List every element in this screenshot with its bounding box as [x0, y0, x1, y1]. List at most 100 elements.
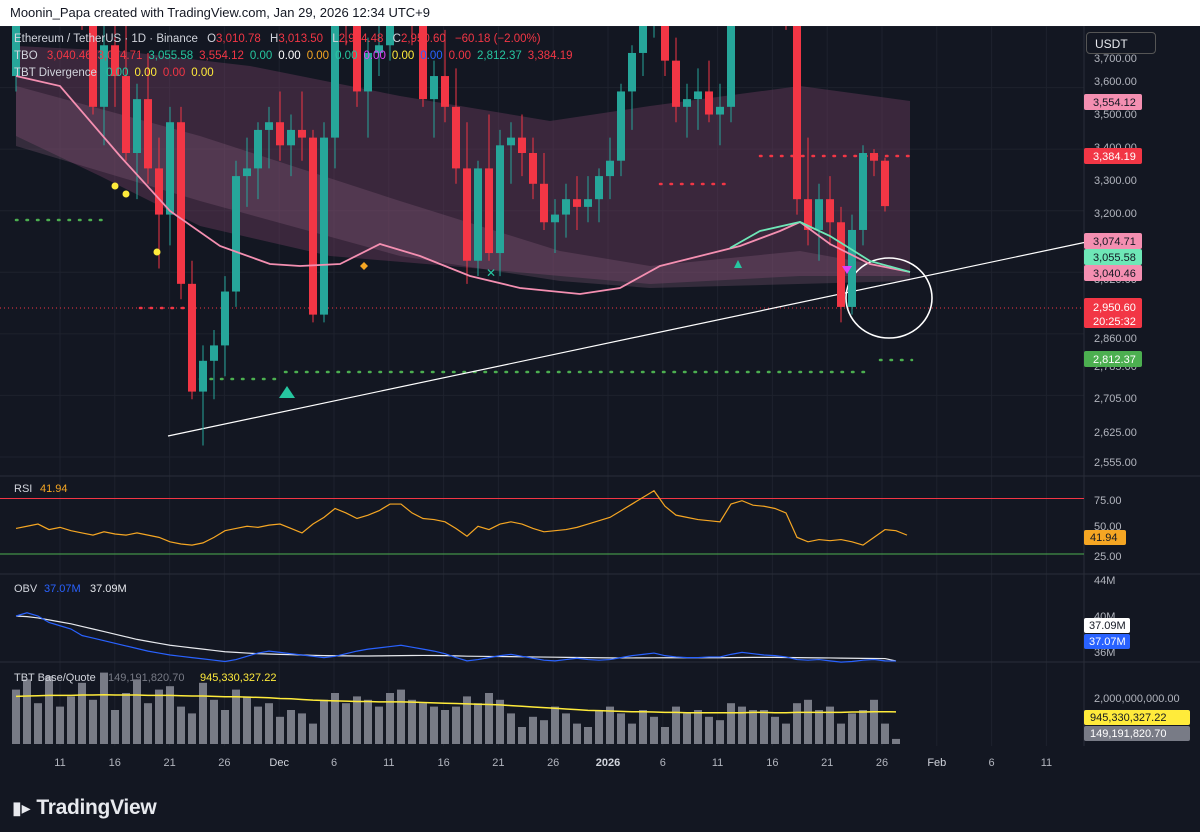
time-tick: 21 [163, 757, 175, 769]
volume-bar [881, 723, 889, 744]
candle [309, 137, 317, 315]
candle [628, 52, 636, 92]
time-tick: 6 [331, 757, 337, 769]
volume-bar [639, 710, 647, 744]
volume-bar [23, 679, 31, 744]
candle [551, 214, 559, 223]
volume-bar [452, 706, 460, 744]
volume-bar [199, 682, 207, 744]
volume-bar [694, 710, 702, 744]
rsi-tick: 75.00 [1094, 495, 1122, 507]
volume-bar [177, 706, 185, 744]
obv-value: 37.09M [90, 583, 127, 595]
candle [485, 168, 493, 254]
candle [496, 145, 504, 254]
tbo-label: TBO [14, 50, 38, 62]
candle [639, 26, 647, 53]
volume-bar [34, 703, 42, 744]
volume-bar [628, 723, 636, 744]
buy-triangle-icon [734, 260, 742, 268]
candle [155, 168, 163, 215]
volume-bar [815, 710, 823, 744]
volume-bar [243, 696, 251, 744]
tradingview-logo-icon: ▮▸ [12, 798, 31, 818]
volume-bar [188, 713, 196, 744]
candle [441, 76, 449, 107]
candle [683, 99, 691, 107]
diamond-icon [360, 262, 368, 270]
volume-bar [408, 699, 416, 744]
tbo-value: 0.00 [278, 50, 301, 62]
candle [166, 122, 174, 215]
volume-bar [89, 699, 97, 744]
time-tick: 26 [218, 757, 230, 769]
price-badge [1084, 233, 1142, 249]
price-badge [1084, 94, 1142, 110]
time-tick: 16 [437, 757, 449, 769]
candle [705, 91, 713, 115]
candle [122, 76, 130, 154]
candle [287, 129, 295, 146]
tbo-value: 0.00 [249, 50, 273, 62]
ma-pink-line [15, 75, 911, 295]
tbt-tick: 2,000,000,000.00 [1094, 693, 1180, 705]
tbo-value: 0.00 [306, 50, 330, 62]
rsi-line [15, 489, 908, 546]
time-tick: 26 [547, 757, 559, 769]
candle [320, 137, 328, 315]
volume-bar [155, 689, 163, 744]
last-price-label: 2,950.60 [1093, 302, 1136, 314]
time-tick: 11 [712, 757, 723, 769]
volume-bar [848, 713, 856, 744]
candle [276, 122, 284, 146]
candle [694, 91, 702, 100]
tbo-value: 0.00 [335, 50, 358, 62]
tbo-value: 0.00 [448, 50, 472, 62]
divergence-value: 0.00 [191, 67, 214, 79]
divergence-value: 0.00 [162, 67, 186, 79]
candle [606, 160, 614, 177]
candle [529, 153, 537, 184]
obv-tick: 44M [1094, 575, 1115, 587]
volume-bar [287, 710, 295, 744]
price-badge-label: 3,074.71 [1093, 236, 1136, 248]
price-tick: 2,625.00 [1094, 427, 1137, 439]
legend-tbo-row: TBO 3,040.46 3,074.71 3,055.58 3,554.12 0.00… [14, 50, 579, 62]
volume-bar [276, 716, 284, 744]
level-lines [0, 154, 1097, 437]
volume-bar [595, 710, 603, 744]
chart-svg[interactable]: ✕ RSI 41.94 OBV 37.07M 37.09M TBT Base/Quot… [0, 26, 1200, 784]
candle [518, 137, 526, 154]
sell-triangle-icon [842, 266, 852, 274]
h-value: 3,013.50 [278, 33, 324, 45]
volume-bar [837, 723, 845, 744]
time-tick: 11 [1041, 757, 1052, 769]
price-badge-label: 2,812.37 [1093, 354, 1136, 366]
price-tick: 3,600.00 [1094, 76, 1137, 88]
price-badge-label: 3,040.46 [1093, 268, 1136, 280]
candle [837, 222, 845, 307]
currency-button[interactable]: USDT [1086, 32, 1156, 54]
divergence-value: 0.00 [134, 67, 157, 79]
rsi-pane: RSI 41.94 [0, 483, 1084, 555]
tbt-badge [1084, 726, 1190, 741]
volume-bar [573, 723, 581, 744]
candle [89, 26, 97, 107]
o-label: O [207, 33, 217, 45]
trendline [167, 239, 1097, 437]
volume-bar [331, 693, 339, 744]
price-badge-label: 3,554.12 [1093, 97, 1136, 109]
candle [298, 129, 306, 138]
candle [331, 26, 339, 138]
candle [221, 291, 229, 346]
obv-badge [1084, 618, 1130, 633]
time-tick: 6 [660, 757, 666, 769]
obv-pane: OBV 37.07M 37.09M [14, 583, 897, 663]
volume-bar [221, 710, 229, 744]
volume-bar [562, 713, 570, 744]
volume-bar [133, 679, 141, 744]
tbt-badge [1084, 710, 1190, 725]
candle [177, 122, 185, 284]
tbo-value: 0.00 [391, 50, 415, 62]
obv-value: 37.07M [44, 583, 81, 595]
